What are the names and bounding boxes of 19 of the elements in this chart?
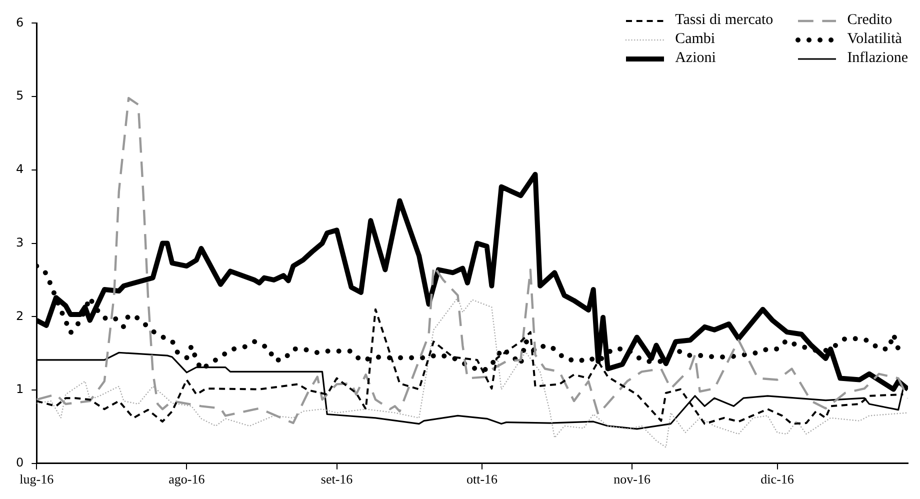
legend-label: Azioni xyxy=(675,50,716,67)
y-tick-label: 5 xyxy=(16,88,24,103)
x-tick-label: dic-16 xyxy=(760,472,794,487)
legend-label: Tassi di mercato xyxy=(675,12,774,29)
x-tick-label: set-16 xyxy=(320,472,354,487)
x-tick-label: lug-16 xyxy=(20,472,54,487)
legend-label: Inflazione xyxy=(847,50,908,67)
y-tick-label: 0 xyxy=(16,456,24,470)
y-tick-label: 3 xyxy=(16,235,24,250)
x-tick-label: nov-16 xyxy=(614,472,651,487)
y-tick-label: 4 xyxy=(16,162,24,176)
y-tick-label: 6 xyxy=(16,15,24,30)
legend-label: Cambi xyxy=(675,31,716,48)
legend-label: Credito xyxy=(847,12,892,29)
y-tick-label: 2 xyxy=(16,308,24,323)
x-tick-label: ott-16 xyxy=(466,472,498,487)
legend-label: Volatilità xyxy=(847,31,902,48)
x-tick-label: ago-16 xyxy=(168,472,206,487)
y-tick-label: 1 xyxy=(16,382,24,396)
